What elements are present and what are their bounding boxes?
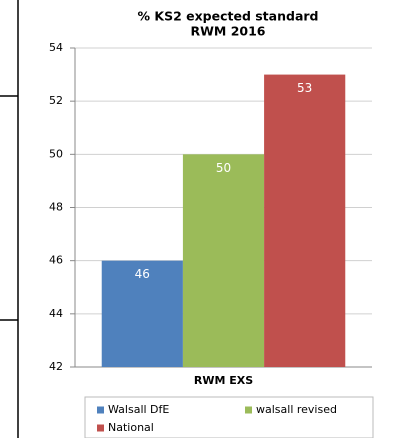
y-tick-label: 48	[49, 201, 63, 214]
y-tick-label: 42	[49, 360, 63, 373]
legend-swatch	[97, 406, 104, 414]
y-tick-label: 44	[49, 307, 63, 320]
bar	[182, 154, 265, 367]
y-tick-label: 50	[49, 147, 63, 160]
legend-label: Walsall DfE	[108, 403, 169, 416]
legend-label: walsall revised	[256, 403, 337, 416]
value-label: 46	[135, 267, 150, 281]
chart-title: % KS2 expected standard	[138, 9, 319, 24]
y-tick-label: 52	[49, 94, 63, 107]
value-label: 50	[216, 161, 231, 175]
y-tick-label: 54	[49, 41, 63, 54]
bar	[264, 74, 346, 367]
value-label: 53	[297, 81, 312, 95]
y-tick-label: 46	[49, 254, 63, 267]
legend-label: National	[108, 421, 154, 434]
legend-swatch	[245, 406, 252, 414]
chart-title: RWM 2016	[191, 24, 266, 39]
legend-box	[84, 396, 374, 438]
x-tick-label: RWM EXS	[194, 374, 253, 387]
bar	[101, 260, 183, 367]
legend-swatch	[97, 424, 104, 432]
